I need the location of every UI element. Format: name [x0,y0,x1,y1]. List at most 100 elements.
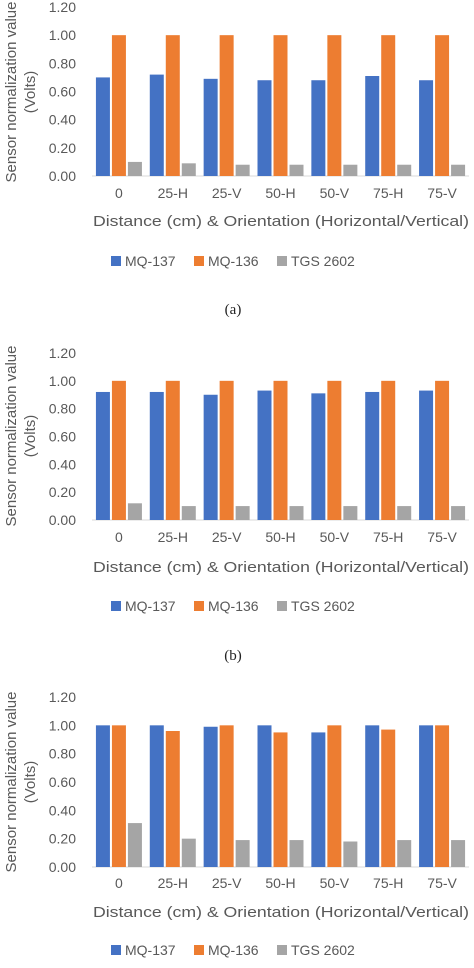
legend-swatch-mq-136 [194,256,204,266]
legend-swatch-mq-136 [194,601,204,611]
y-axis-title: Sensor normalization value (Volts) [3,2,39,183]
y-tick-label: 1.20 [49,689,76,705]
bar-mq-137-0 [95,725,110,867]
x-tick-label: 0 [115,875,123,891]
legend-label: MQ-137 [125,253,176,269]
legend-label: MQ-137 [125,942,176,958]
x-tick-label: 75-H [373,185,403,201]
bar-mq-137-50-h [257,725,272,867]
x-axis-title: Distance (cm) & Orientation (Horizontal/… [93,213,469,230]
x-tick-label: 0 [115,185,123,201]
x-tick-label: 25-H [158,185,188,201]
legend-label: MQ-136 [208,598,259,614]
x-tick-label: 75-V [427,185,457,201]
panel-caption: (b) [224,648,242,664]
bar-mq-136-50-v [327,725,342,867]
y-tick-label: 0.00 [49,168,76,184]
legend-swatch-mq-137 [111,256,121,266]
y-tick-label: 0.20 [49,484,76,500]
legend-swatch-mq-137 [111,601,121,611]
y-tick-label: 1.20 [49,0,76,15]
bar-mq-137-25-v [203,78,218,176]
chart-panel-1: 0.00 0.20 0.40 0.60 0.80 1.00 1.20 0 25-H 25-V 50-… [3,0,469,318]
bar-tgs-2602-0 [127,503,142,520]
bar-tgs-2602-50-v [343,841,358,867]
y-tick-label: 0.40 [49,802,76,818]
legend-swatch-mq-137 [111,945,121,955]
bar-mq-136-0 [111,380,126,520]
chart-panel-2: 0.00 0.20 0.40 0.60 0.80 1.00 1.20 0 25-H 25-V 50-… [3,345,469,664]
y-tick-label: 0.40 [49,112,76,128]
x-tick-label: 75-H [373,875,403,891]
chart-panel-3: 0.00 0.20 0.40 0.60 0.80 1.00 1.20 0 25-H 25-V 50-… [3,689,469,958]
bar-tgs-2602-25-v [235,506,250,520]
bar-mq-137-75-h [365,725,380,867]
x-tick-label: 25-V [212,875,242,891]
y-tick-label: 1.20 [49,345,76,361]
bar-tgs-2602-75-v [451,164,466,176]
bar-mq-136-25-v [219,725,234,867]
bar-tgs-2602-0 [127,823,142,867]
bar-mq-137-50-h [257,390,272,520]
legend-label: MQ-136 [208,942,259,958]
y-tick-label: 0.00 [49,859,76,875]
bar-mq-136-25-v [219,35,234,176]
y-tick-label: 0.80 [49,746,76,762]
x-tick-label: 25-V [212,529,242,545]
bar-mq-137-50-v [311,80,326,176]
x-tick-label: 25-V [212,185,242,201]
y-tick-label: 0.80 [49,401,76,417]
bar-mq-137-25-h [149,725,164,867]
bar-tgs-2602-25-h [181,838,196,867]
bar-mq-136-75-h [381,380,396,520]
bar-mq-136-25-h [165,731,180,867]
bar-mq-136-50-h [273,35,288,176]
x-tick-label: 75-V [427,875,457,891]
legend-label: TGS 2602 [291,253,355,269]
x-tick-label: 50-V [320,185,350,201]
bar-mq-137-50-v [311,732,326,867]
x-tick-label: 25-H [158,875,188,891]
legend-swatch-tgs-2602 [277,256,287,266]
x-tick-label: 50-V [320,875,350,891]
legend-label: TGS 2602 [291,942,355,958]
bar-tgs-2602-75-h [397,506,412,520]
bar-mq-137-50-v [311,393,326,520]
y-tick-label: 0.00 [49,512,76,528]
bar-tgs-2602-50-h [289,506,304,520]
bar-tgs-2602-50-v [343,164,358,176]
bar-mq-137-25-v [203,394,218,520]
bar-mq-137-75-v [419,80,434,176]
bar-mq-137-25-v [203,726,218,867]
y-axis-title: Sensor normalization value (Volts) [3,692,39,873]
bar-tgs-2602-75-v [451,840,466,867]
x-tick-label: 75-H [373,529,403,545]
x-tick-label: 75-V [427,529,457,545]
bar-mq-136-50-v [327,380,342,520]
bar-mq-136-75-v [435,380,450,520]
bar-tgs-2602-75-v [451,506,466,520]
y-tick-label: 0.40 [49,456,76,472]
x-axis-title: Distance (cm) & Orientation (Horizontal/… [93,559,469,576]
bar-tgs-2602-25-v [235,164,250,176]
bar-tgs-2602-75-h [397,164,412,176]
bar-tgs-2602-25-v [235,840,250,867]
bar-mq-137-75-v [419,390,434,520]
y-tick-label: 0.60 [49,429,76,445]
bar-mq-137-75-h [365,391,380,520]
bar-mq-136-0 [111,35,126,176]
bar-mq-136-0 [111,725,126,867]
bar-mq-136-75-v [435,725,450,867]
y-tick-label: 0.80 [49,55,76,71]
x-tick-label: 50-H [265,529,295,545]
bar-mq-137-75-h [365,76,380,176]
bar-mq-136-50-v [327,35,342,176]
legend-swatch-tgs-2602 [277,945,287,955]
bar-tgs-2602-25-h [181,506,196,520]
bar-mq-136-75-v [435,35,450,176]
bar-mq-136-50-h [273,732,288,867]
y-tick-label: 0.60 [49,774,76,790]
y-tick-label: 1.00 [49,373,76,389]
panel-caption: (a) [225,302,242,318]
